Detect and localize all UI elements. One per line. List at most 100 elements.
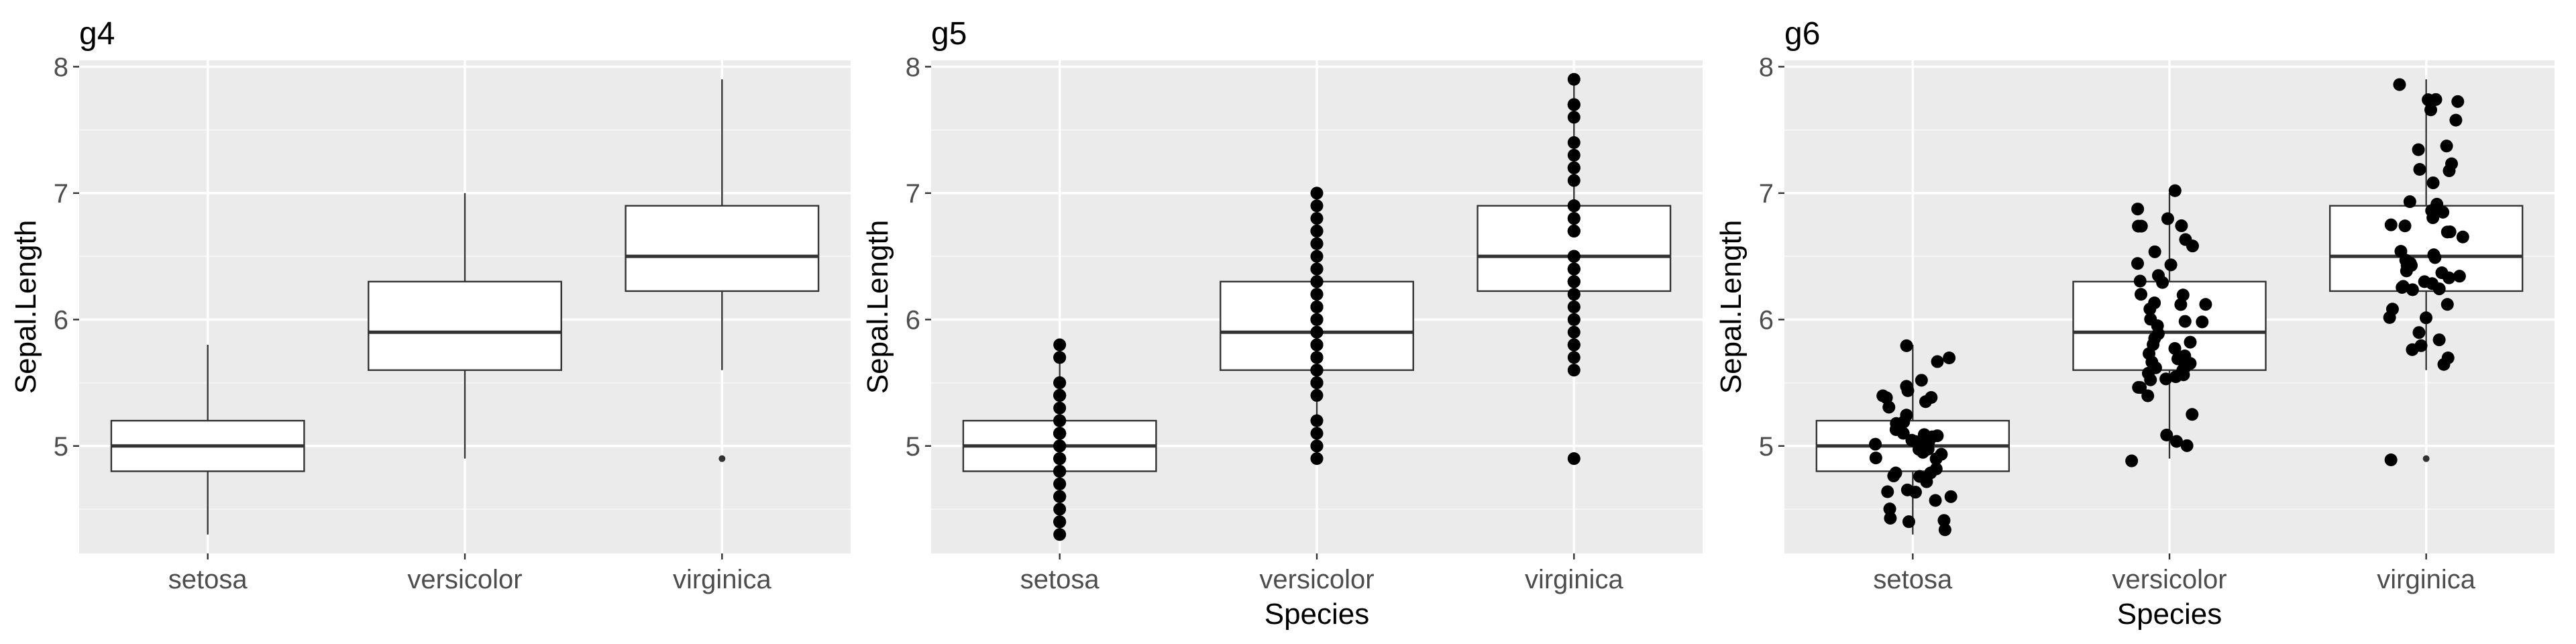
data-point: [1887, 469, 1900, 482]
data-point: [1310, 250, 1324, 263]
panel-title: g5: [931, 16, 967, 52]
y-tick-label: 5: [1759, 432, 1774, 462]
box-versicolor: [368, 280, 562, 371]
y-tick-label: 7: [906, 179, 920, 209]
x-tick-label: setosa: [168, 565, 248, 594]
data-point: [2148, 245, 2161, 258]
outlier-point: [2422, 455, 2430, 462]
data-point: [1053, 414, 1067, 427]
data-point: [2426, 211, 2440, 225]
data-point: [1889, 423, 1902, 436]
data-point: [1310, 325, 1324, 339]
x-tick-label: setosa: [1020, 565, 1100, 594]
data-point: [1053, 477, 1067, 490]
data-point: [2451, 95, 2465, 108]
data-point: [2131, 203, 2145, 216]
x-axis-label: Species: [2117, 598, 2222, 631]
data-point: [1900, 339, 1913, 352]
x-axis-label: Species: [1265, 598, 1370, 631]
data-point: [1310, 452, 1324, 466]
data-point: [2412, 326, 2426, 339]
data-point: [2398, 219, 2412, 233]
data-point: [2160, 428, 2174, 441]
data-point: [1937, 514, 1951, 527]
y-axis-label: Sepal.Length: [9, 220, 42, 394]
data-point: [1929, 452, 1943, 466]
box-versicolor: [2072, 280, 2267, 371]
data-point: [2186, 239, 2199, 253]
data-point: [2184, 335, 2197, 349]
data-point: [1310, 439, 1324, 453]
data-point: [1913, 470, 1927, 483]
data-point: [1310, 364, 1324, 377]
data-point: [2384, 218, 2398, 231]
data-point: [1310, 224, 1324, 237]
data-point: [1929, 494, 1942, 507]
data-point: [2132, 219, 2145, 233]
data-point: [1310, 338, 1324, 352]
data-point: [2145, 356, 2159, 369]
data-point: [1567, 98, 1580, 111]
data-point: [1567, 72, 1580, 86]
data-point: [2199, 298, 2212, 311]
y-axis-label: Sepal.Length: [861, 220, 894, 394]
data-point: [2413, 162, 2426, 176]
data-point: [2403, 195, 2416, 209]
data-point: [2396, 280, 2409, 294]
data-point: [1053, 515, 1067, 529]
data-point: [1882, 400, 1896, 414]
data-point: [1053, 452, 1067, 466]
data-point: [2134, 288, 2147, 301]
data-point: [2151, 269, 2165, 282]
data-point: [1310, 427, 1324, 440]
data-point: [1869, 437, 1882, 451]
data-point: [2151, 319, 2164, 333]
data-point: [2161, 212, 2174, 225]
y-tick-label: 8: [906, 52, 920, 82]
data-point: [2418, 275, 2431, 288]
data-point: [1567, 364, 1580, 377]
data-point: [1900, 409, 1913, 422]
data-point: [1053, 528, 1067, 541]
data-point: [1053, 439, 1067, 453]
data-point: [2131, 257, 2144, 270]
data-point: [1919, 435, 1933, 448]
data-point: [1567, 288, 1580, 301]
data-point: [2144, 373, 2157, 386]
data-point: [2178, 349, 2192, 362]
data-point: [1567, 351, 1580, 364]
data-point: [2174, 298, 2188, 311]
data-point: [1310, 301, 1324, 313]
y-tick-label: 5: [906, 432, 920, 462]
data-point: [2440, 225, 2454, 239]
data-point: [2125, 454, 2139, 468]
x-tick-label: virginica: [673, 565, 771, 594]
data-point: [1929, 462, 1943, 476]
data-point: [2141, 389, 2155, 402]
data-point: [1310, 313, 1324, 326]
data-point: [2175, 219, 2188, 233]
data-point: [2168, 184, 2182, 197]
data-point: [1943, 351, 1956, 364]
data-point: [1310, 376, 1324, 390]
data-point: [2443, 271, 2456, 284]
data-point: [2445, 157, 2459, 170]
data-point: [1919, 395, 1932, 409]
data-point: [1567, 313, 1580, 326]
x-tick-label: versicolor: [2112, 565, 2226, 594]
data-point: [1053, 351, 1067, 364]
data-point: [1869, 451, 1882, 465]
data-point: [2168, 341, 2182, 355]
data-point: [2440, 298, 2454, 311]
data-point: [2385, 303, 2399, 316]
panel-2: 5 6 7 8 setosa versicolor virginica g5 Sepal.Len…: [861, 16, 1703, 631]
data-point: [1053, 338, 1067, 352]
data-point: [1310, 237, 1324, 250]
data-point: [1567, 161, 1580, 174]
data-point: [1310, 288, 1324, 301]
panel-1: 5 6 7 8 setosa versicolor virginica g4 Sepal.Len…: [9, 16, 851, 594]
data-point: [1883, 502, 1896, 516]
data-point: [2437, 358, 2451, 371]
data-point: [2429, 93, 2443, 106]
data-point: [2456, 230, 2469, 244]
